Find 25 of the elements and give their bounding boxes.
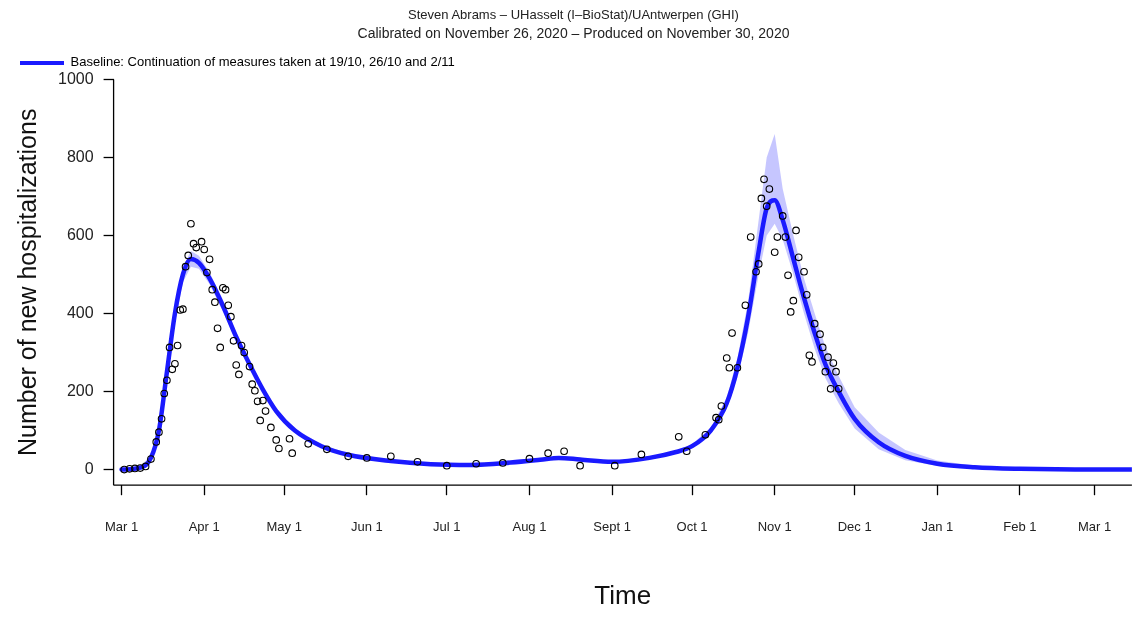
- y-tick-label: 0: [84, 460, 94, 477]
- chart-title: Steven Abrams – UHasselt (I–BioStat)/UAntwerpen (GHI): [408, 7, 739, 23]
- y-tick-label: 600: [66, 225, 94, 243]
- y-tick-label: 1000: [58, 69, 94, 87]
- y-tick-label: 400: [66, 303, 94, 321]
- legend-label: Baseline: Continuation of measures taken at 19/10, 26/10 and 2/11: [70, 54, 455, 70]
- x-tick-label: Feb 1: [1003, 518, 1037, 534]
- x-tick-label: May 1: [266, 518, 302, 534]
- y-axis-title: Number of new hospitalizations: [12, 108, 41, 456]
- chart-subtitle: Calibrated on November 26, 2020 – Produced on November 30, 2020: [357, 24, 790, 41]
- line-series: [119, 198, 1132, 472]
- x-tick-label: Dec 1: [837, 518, 872, 534]
- x-tick-label: Mar 1: [1077, 518, 1112, 534]
- x-tick-label: Jul 1: [433, 518, 461, 534]
- x-tick-label: Jan 1: [921, 518, 954, 534]
- x-tick-label: Nov 1: [757, 518, 792, 534]
- x-tick-label: Oct 1: [676, 518, 708, 534]
- x-axis-title: Time: [594, 579, 652, 610]
- x-tick-label: Aug 1: [512, 518, 547, 534]
- y-tick-label: 200: [66, 381, 94, 399]
- x-tick-label: Apr 1: [188, 518, 220, 534]
- x-tick-label: Sept 1: [593, 518, 631, 534]
- x-tick-label: Jun 1: [350, 518, 383, 534]
- y-tick-label: 800: [66, 147, 94, 165]
- x-tick-label: Mar 1: [104, 518, 139, 534]
